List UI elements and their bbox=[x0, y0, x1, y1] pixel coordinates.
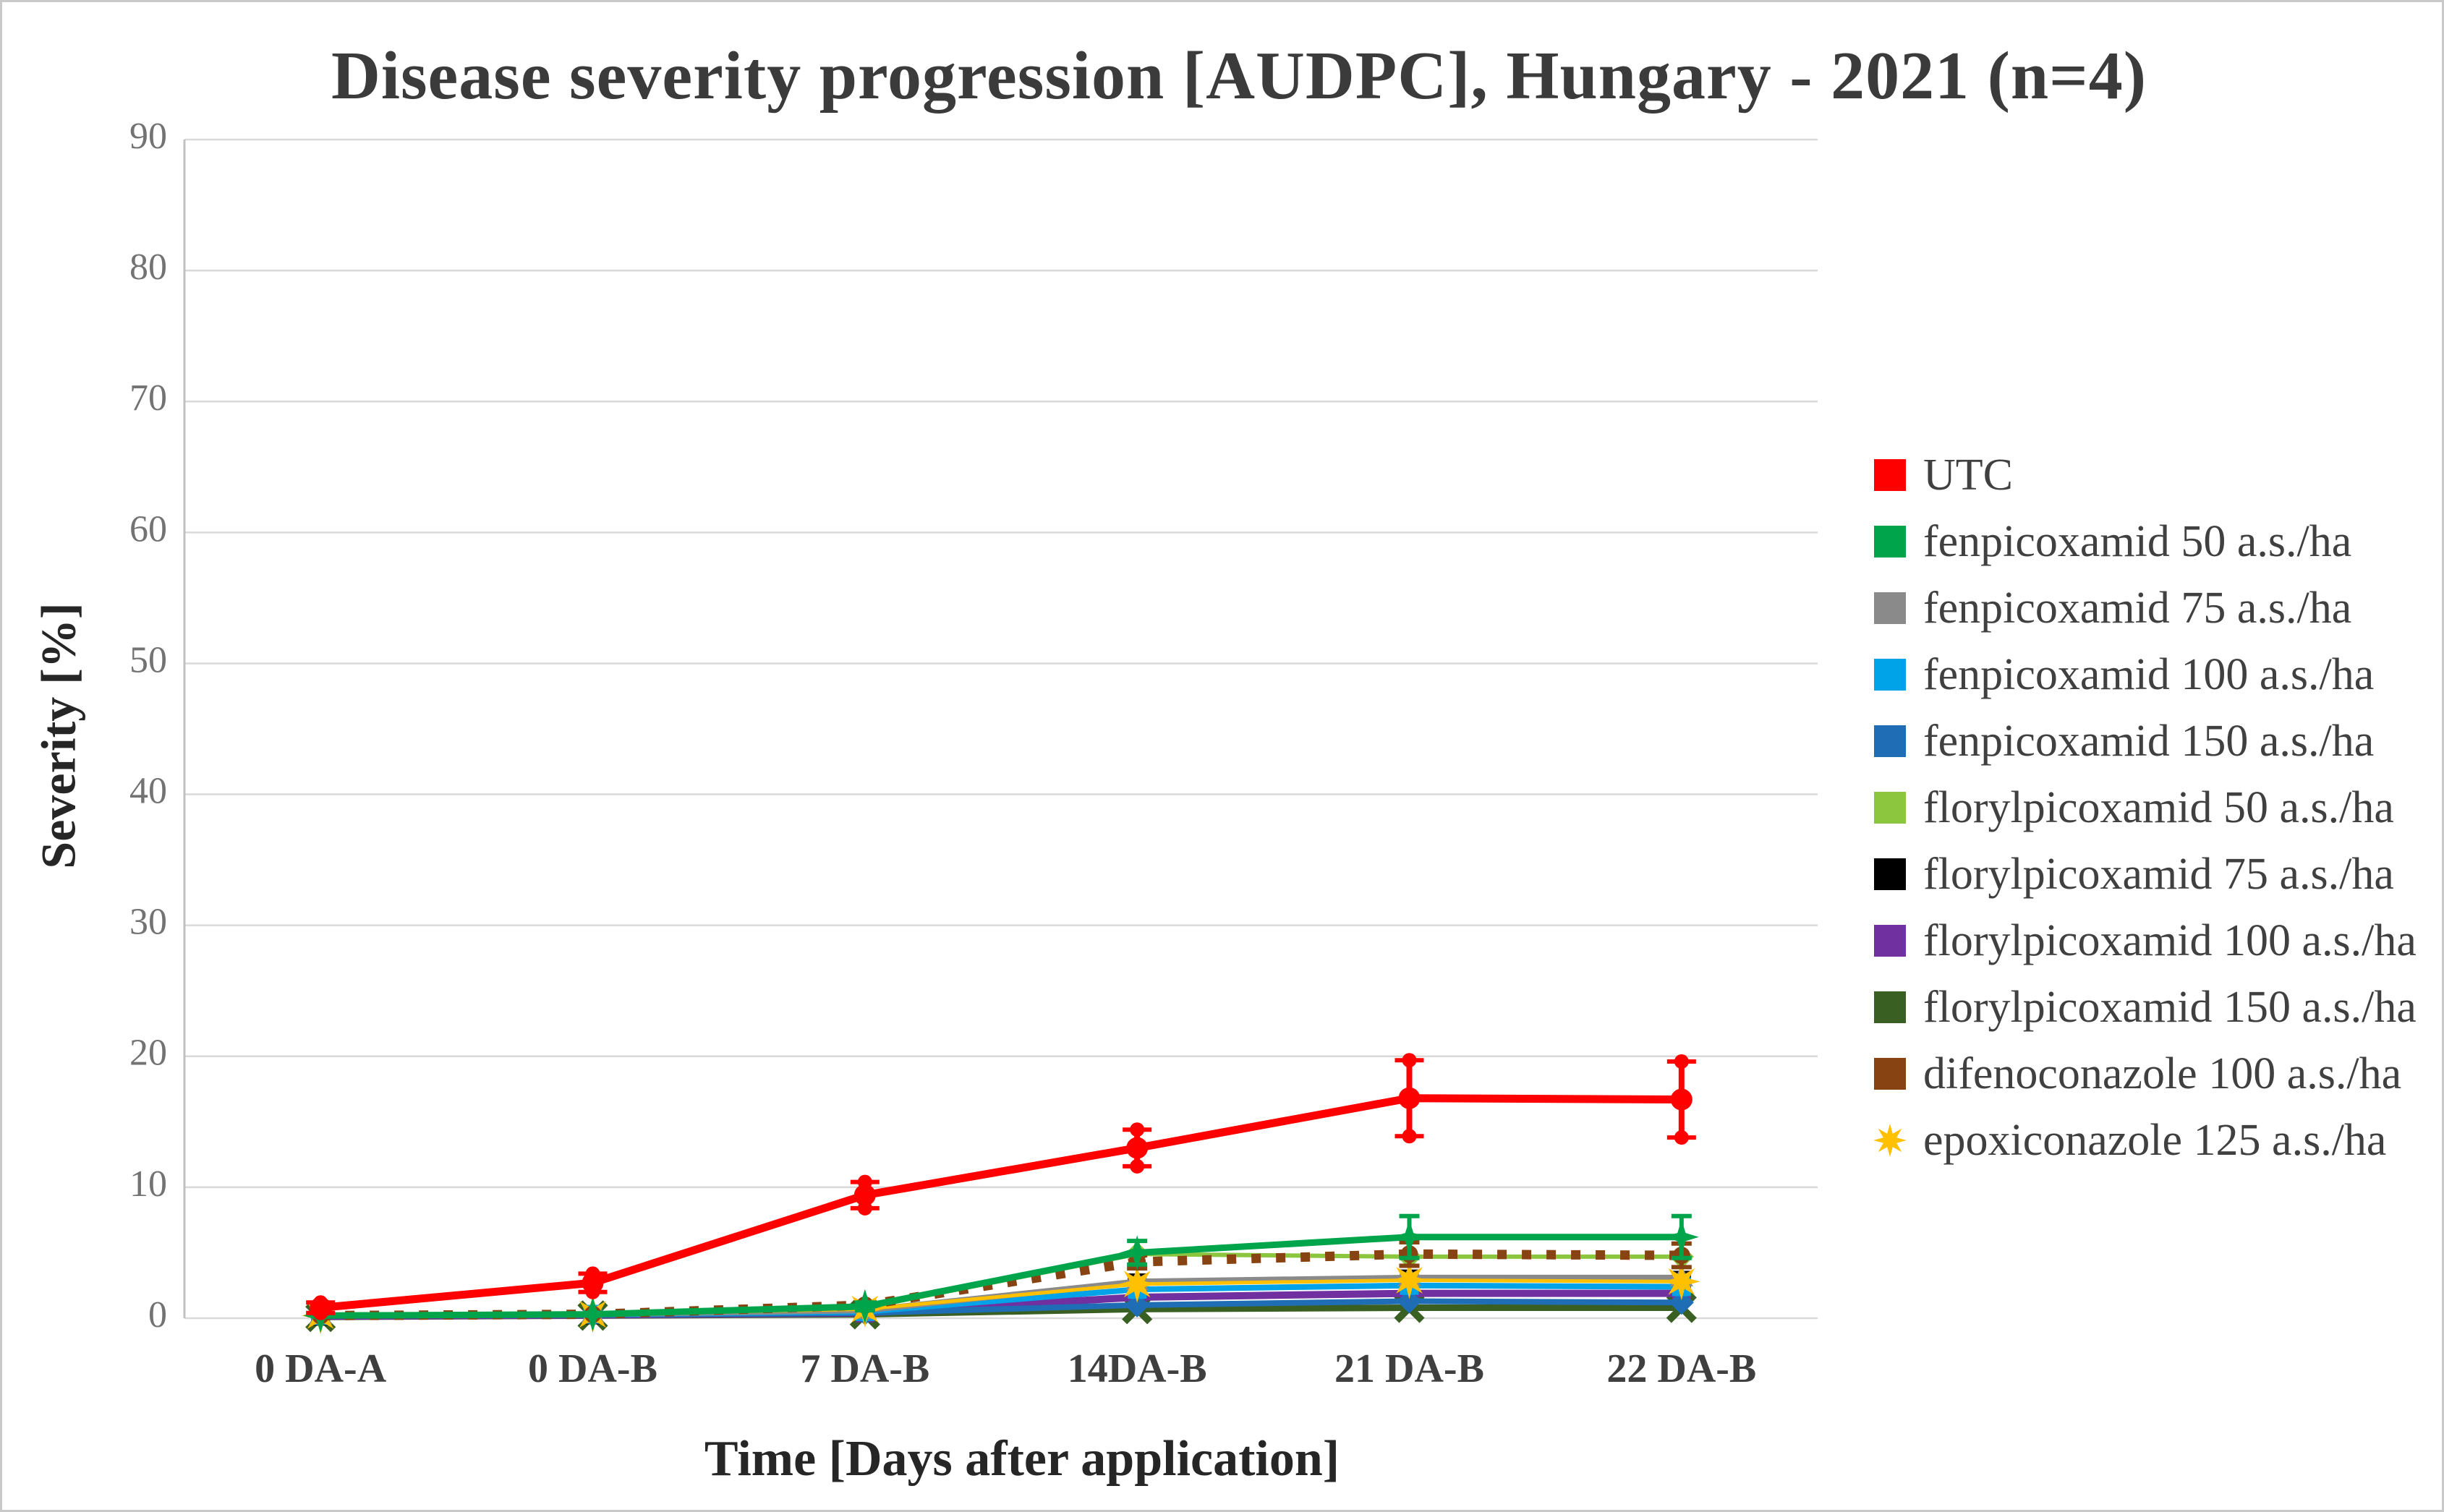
y-tick-label: 40 bbox=[129, 770, 167, 811]
legend-label: florylpicoxamid 50 a.s./ha bbox=[1923, 783, 2394, 832]
legend-item: difenoconazole 100 a.s./ha bbox=[1873, 1041, 2417, 1107]
legend-square-icon bbox=[1874, 991, 1906, 1023]
y-tick-label: 50 bbox=[129, 639, 167, 680]
legend: UTC fenpicoxamid 50 a.s./ha fenpicoxamid 7… bbox=[1873, 442, 2417, 1174]
legend-item: epoxiconazole 125 a.s./ha bbox=[1873, 1107, 2417, 1174]
x-tick-label: 14DA-B bbox=[1068, 1346, 1207, 1391]
legend-square-icon bbox=[1874, 925, 1906, 957]
legend-label: fenpicoxamid 75 a.s./ha bbox=[1923, 584, 2352, 633]
legend-item: fenpicoxamid 75 a.s./ha bbox=[1873, 575, 2417, 641]
legend-item: florylpicoxamid 50 a.s./ha bbox=[1873, 774, 2417, 841]
legend-item: fenpicoxamid 100 a.s./ha bbox=[1873, 641, 2417, 708]
legend-square-icon bbox=[1874, 659, 1906, 691]
series-epoxiconazole-125-a-s-ha bbox=[302, 1261, 1700, 1335]
legend-label: epoxiconazole 125 a.s./ha bbox=[1923, 1116, 2387, 1165]
y-tick-label: 10 bbox=[129, 1163, 167, 1205]
x-tick-label: 22 DA-B bbox=[1606, 1346, 1756, 1391]
y-tick-label: 20 bbox=[129, 1033, 167, 1074]
x-axis-title: Time [Days after application] bbox=[704, 1431, 1340, 1487]
legend-label: difenoconazole 100 a.s./ha bbox=[1923, 1049, 2402, 1098]
legend-square-icon bbox=[1874, 792, 1906, 824]
legend-item: florylpicoxamid 75 a.s./ha bbox=[1873, 841, 2417, 907]
y-tick-label: 70 bbox=[129, 377, 167, 419]
y-tick-label: 60 bbox=[129, 508, 167, 550]
series-utc bbox=[306, 1053, 1696, 1320]
legend-label: UTC bbox=[1923, 450, 2013, 500]
x-tick-label: 21 DA-B bbox=[1334, 1346, 1484, 1391]
legend-item: fenpicoxamid 150 a.s./ha bbox=[1873, 708, 2417, 774]
legend-label: florylpicoxamid 150 a.s./ha bbox=[1923, 983, 2417, 1032]
legend-square-icon bbox=[1874, 1058, 1906, 1090]
legend-square-icon bbox=[1874, 725, 1906, 757]
x-tick-label: 0 DA-A bbox=[255, 1346, 387, 1391]
y-tick-label: 80 bbox=[129, 247, 167, 288]
y-tick-label: 90 bbox=[129, 116, 167, 157]
y-tick-label: 30 bbox=[129, 902, 167, 943]
legend-square-icon bbox=[1874, 526, 1906, 558]
legend-label: florylpicoxamid 100 a.s./ha bbox=[1923, 916, 2417, 965]
legend-label: fenpicoxamid 100 a.s./ha bbox=[1923, 650, 2375, 699]
legend-item: florylpicoxamid 100 a.s./ha bbox=[1873, 907, 2417, 974]
x-tick-label: 0 DA-B bbox=[528, 1346, 657, 1391]
legend-label: fenpicoxamid 50 a.s./ha bbox=[1923, 517, 2352, 566]
chart-title: Disease severity progression [AUDPC], Hu… bbox=[331, 38, 2147, 114]
y-tick-label: 0 bbox=[148, 1294, 167, 1336]
legend-square-icon bbox=[1874, 459, 1906, 491]
legend-square-icon bbox=[1874, 858, 1906, 890]
legend-burst-icon bbox=[1873, 1124, 1907, 1157]
legend-item: fenpicoxamid 50 a.s./ha bbox=[1873, 508, 2417, 575]
legend-label: fenpicoxamid 150 a.s./ha bbox=[1923, 717, 2375, 766]
legend-item: UTC bbox=[1873, 442, 2417, 508]
legend-square-icon bbox=[1874, 592, 1906, 624]
series-fenpicoxamid-50-a-s-ha bbox=[303, 1213, 1699, 1333]
legend-label: florylpicoxamid 75 a.s./ha bbox=[1923, 850, 2394, 899]
legend-item: florylpicoxamid 150 a.s./ha bbox=[1873, 974, 2417, 1041]
x-tick-label: 7 DA-B bbox=[800, 1346, 929, 1391]
